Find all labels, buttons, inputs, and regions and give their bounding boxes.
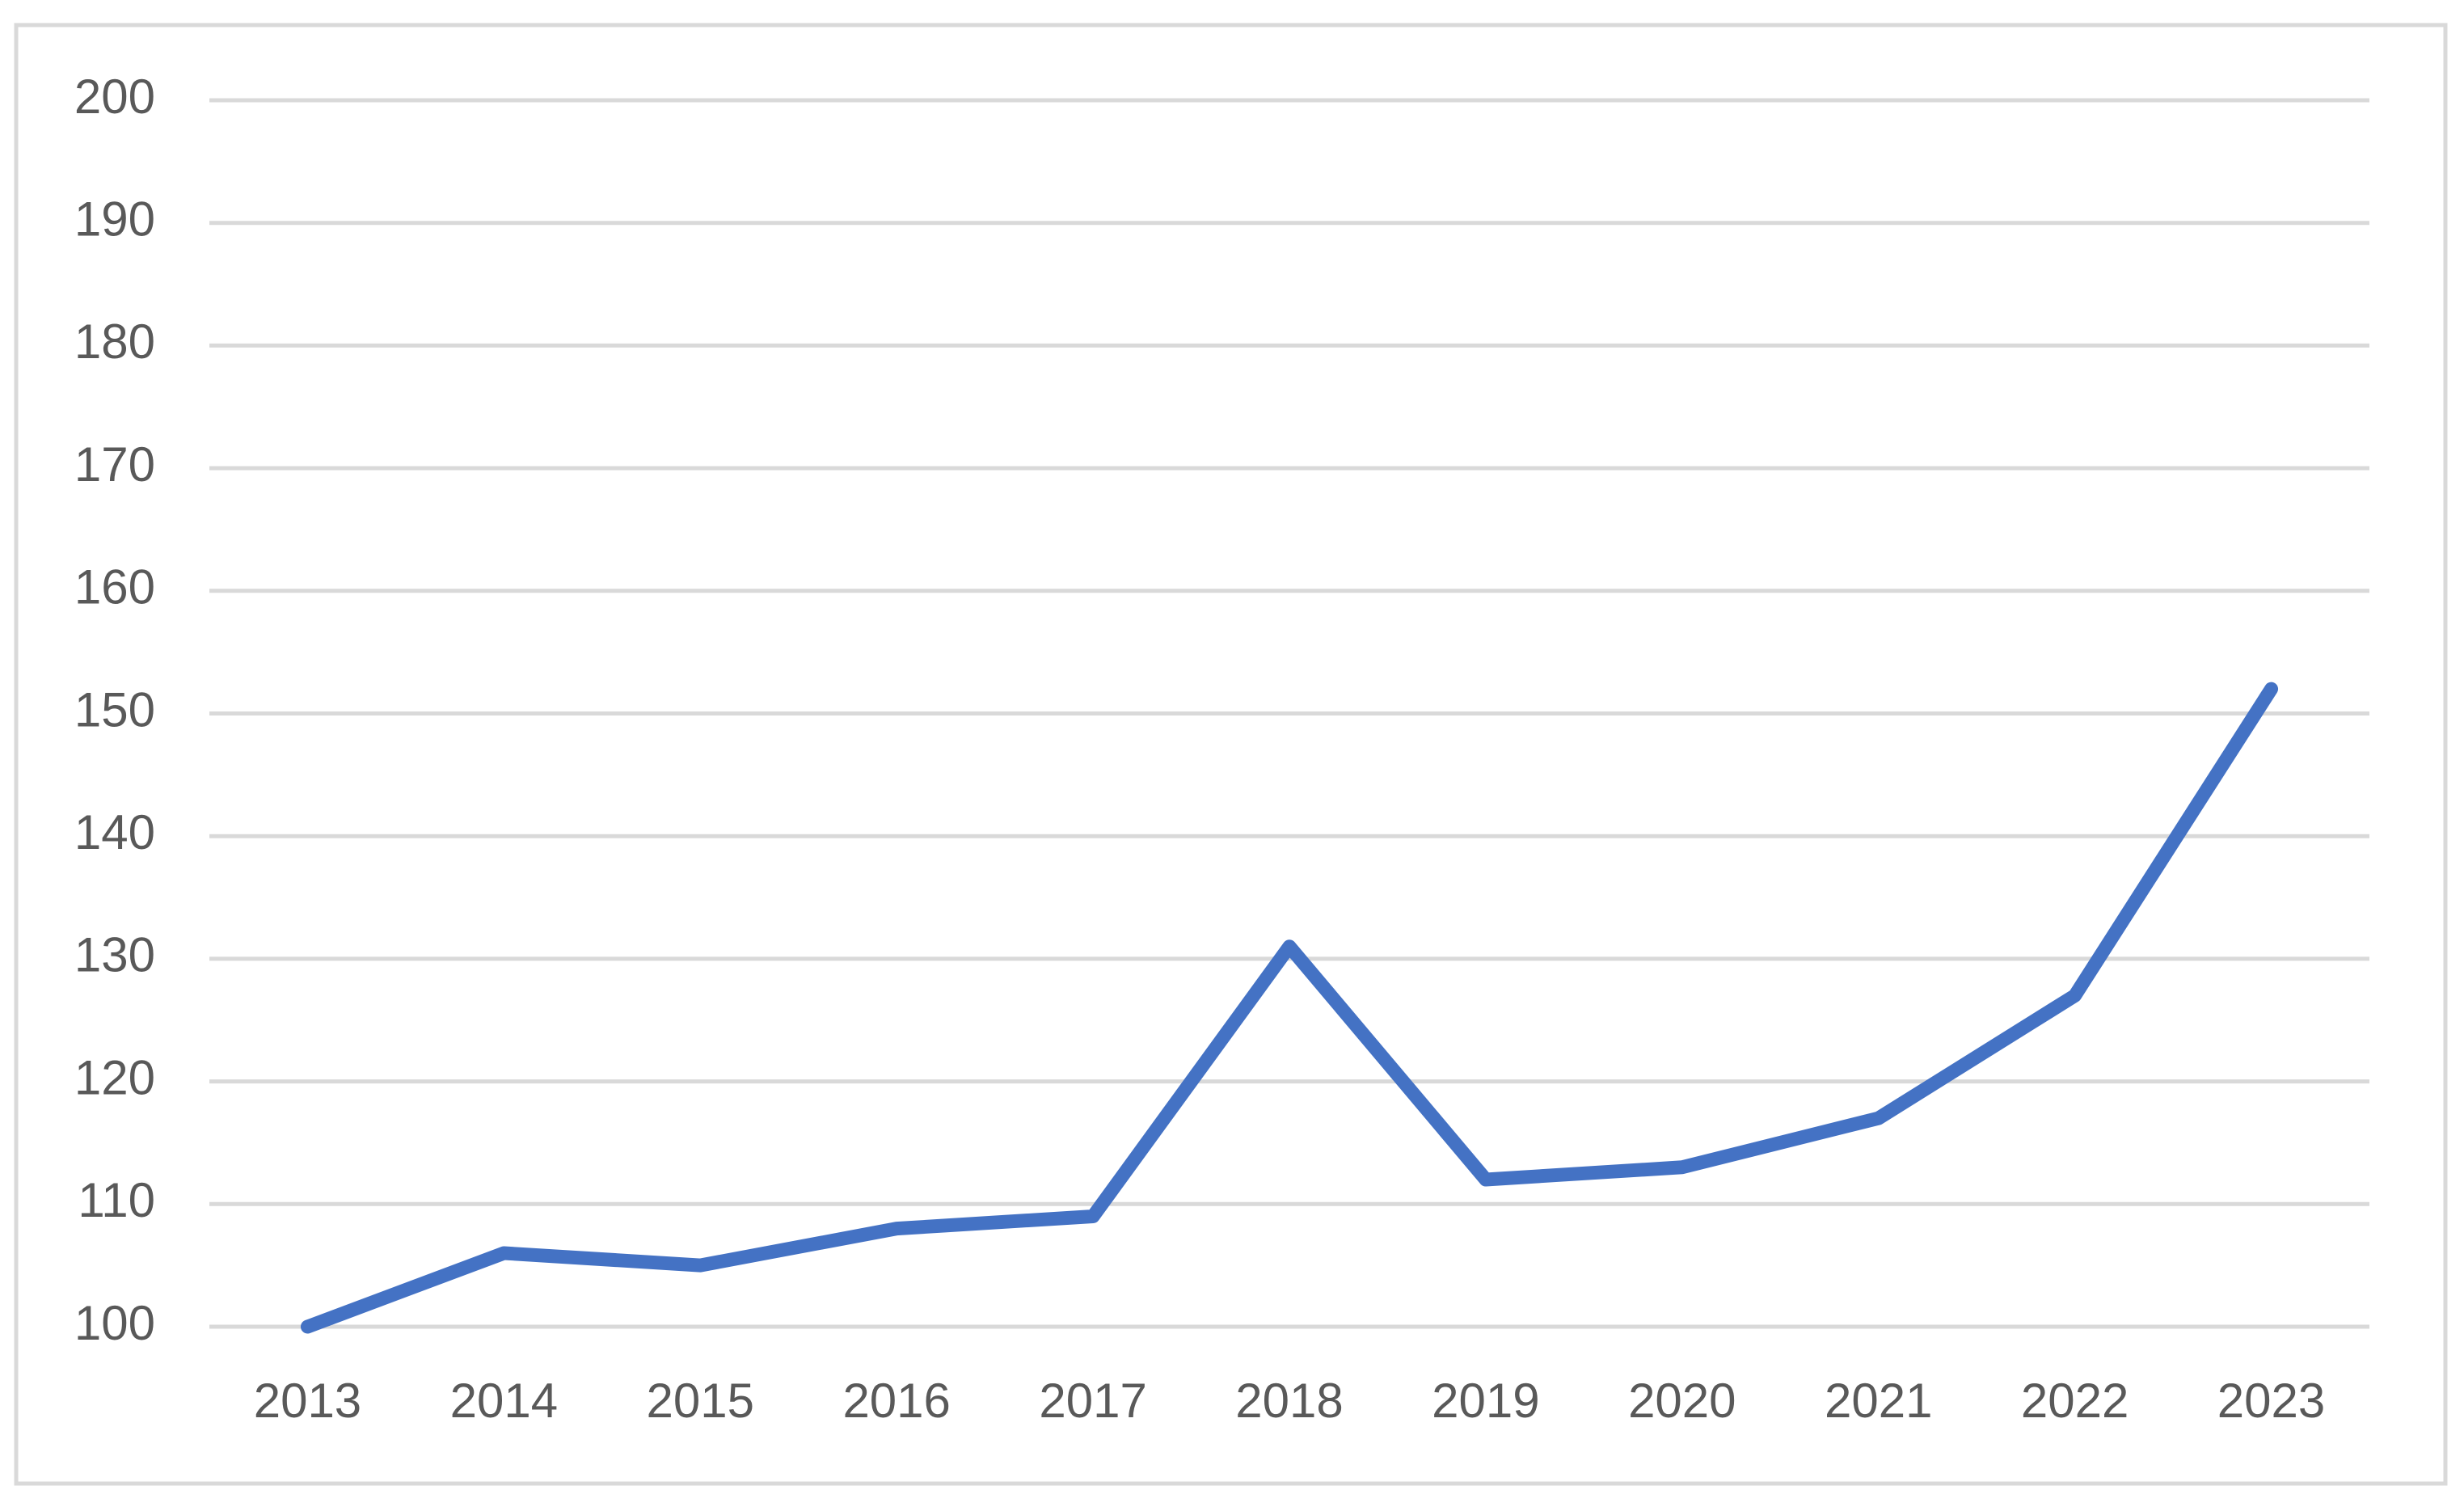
- y-tick-label: 150: [74, 682, 155, 737]
- y-tick-label: 140: [74, 805, 155, 859]
- x-tick-label: 2020: [1628, 1374, 1736, 1428]
- y-tick-label: 190: [74, 192, 155, 247]
- y-tick-label: 120: [74, 1050, 155, 1104]
- x-tick-label: 2013: [254, 1374, 361, 1428]
- x-tick-label: 2016: [842, 1374, 950, 1428]
- x-tick-label: 2023: [2217, 1374, 2325, 1428]
- y-tick-label: 180: [74, 314, 155, 369]
- x-tick-label: 2021: [1825, 1374, 1932, 1428]
- x-tick-label: 2014: [450, 1374, 558, 1428]
- x-tick-label: 2015: [647, 1374, 754, 1428]
- data-line: [300, 682, 2279, 1334]
- x-tick-label: 2017: [1039, 1374, 1146, 1428]
- x-tick-label: 2018: [1235, 1374, 1343, 1428]
- x-tick-label: 2022: [2021, 1374, 2129, 1428]
- chart-border: [14, 23, 2448, 1486]
- y-tick-label: 110: [78, 1173, 155, 1227]
- y-tick-label: 130: [74, 928, 155, 982]
- y-tick-label: 170: [74, 437, 155, 492]
- y-tick-label: 160: [74, 560, 155, 614]
- x-tick-label: 2019: [1432, 1374, 1539, 1428]
- y-tick-label: 200: [74, 70, 155, 124]
- y-tick-label: 100: [74, 1296, 155, 1350]
